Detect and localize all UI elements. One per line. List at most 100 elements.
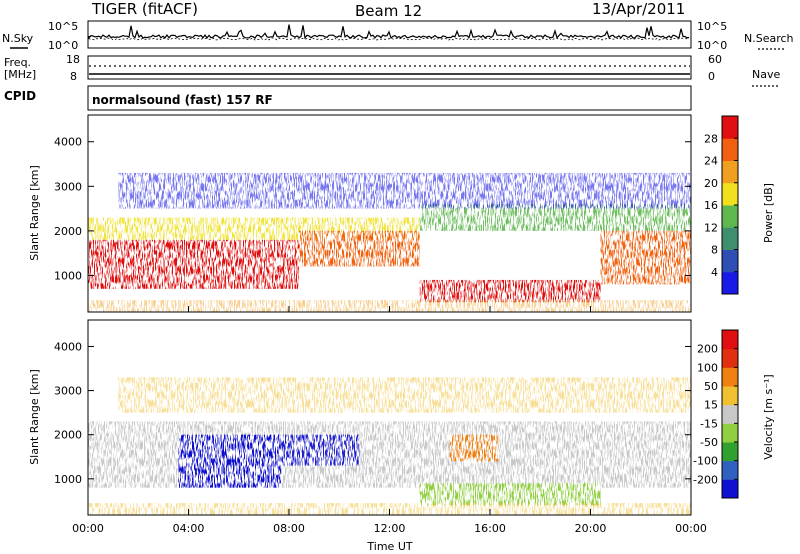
colorbar-swatch: [722, 116, 738, 139]
cpid-panel: CPID normalsound (fast) 157 RF: [4, 85, 692, 111]
cpid-label: CPID: [4, 89, 36, 103]
y-tick-label: 1000: [54, 269, 82, 282]
power-data-layer: [88, 172, 691, 312]
velocity-x-ticks: 00:00 04:00 08:00 12:00 16:00 20:00 00:00: [72, 306, 707, 535]
colorbar-tick-label: 12: [704, 221, 718, 234]
y-tick-label: 3000: [54, 180, 82, 193]
y-tick-label: 4000: [54, 136, 82, 149]
freq-right-tick-bottom: 0: [708, 70, 715, 83]
colorbar-swatch: [722, 182, 738, 206]
colorbar-tick-label: 20: [704, 177, 718, 190]
freq-label-line1: Freq.: [4, 56, 31, 69]
echo-region: [449, 434, 499, 462]
nave-label: Nave: [752, 68, 780, 81]
noise-sky-line: [88, 24, 689, 40]
colorbar-swatch: [722, 249, 738, 273]
colorbar-tick-label: 8: [711, 244, 718, 257]
colorbar-frame: [721, 329, 739, 499]
velocity-y-ticks: 1000 2000 3000 4000: [54, 340, 691, 486]
colorbar-tick-label: 100: [697, 361, 718, 374]
colorbar-tick-label: 24: [704, 155, 718, 168]
cpid-frame: [87, 85, 692, 111]
freq-right-tick-top: 60: [708, 53, 722, 66]
x-tick-label: 08:00: [273, 522, 305, 535]
x-tick-label: 00:00: [72, 522, 104, 535]
y-tick-label: 4000: [54, 340, 82, 353]
beam-title: Beam 12: [355, 2, 422, 20]
y-tick-label: 1000: [54, 473, 82, 486]
echo-region: [299, 230, 420, 267]
echo-region: [118, 377, 691, 413]
echo-region: [118, 172, 691, 209]
colorbar-swatch: [722, 404, 738, 424]
x-tick-label: 00:00: [675, 522, 707, 535]
freq-left-tick-top: 18: [66, 53, 80, 66]
colorbar-tick-label: 16: [704, 199, 718, 212]
noise-panel: N.Sky N.Search 10^5 10^0 10^5 10^0: [2, 20, 794, 52]
x-tick-label: 20:00: [575, 522, 607, 535]
noise-right-tick-top: 10^5: [697, 20, 727, 33]
echo-region: [178, 434, 281, 488]
colorbar-tick-label: -15: [700, 417, 718, 430]
colorbar-swatch: [722, 160, 738, 184]
echo-region: [600, 230, 691, 285]
y-tick-label: 2000: [54, 225, 82, 238]
radar-title: TIGER (fitACF): [91, 0, 198, 18]
echo-region: [419, 483, 601, 506]
noise-left-tick-top: 10^5: [48, 20, 78, 33]
x-tick-label: 16:00: [474, 522, 506, 535]
colorbar-swatch: [722, 386, 738, 406]
noise-right-tick-bottom: 10^0: [697, 39, 727, 52]
nsearch-label: N.Search: [744, 32, 794, 45]
echo-region: [88, 239, 300, 289]
echo-region: [280, 434, 360, 466]
colorbar-swatch: [722, 367, 738, 387]
colorbar-tick-label: 50: [704, 380, 718, 393]
colorbar-swatch: [722, 442, 738, 462]
power-colorbar-label: Power [dB]: [762, 183, 775, 243]
colorbar-tick-label: 28: [704, 132, 718, 145]
nsky-label: N.Sky: [2, 32, 34, 45]
x-axis-label: Time UT: [366, 540, 412, 553]
colorbar-swatch: [722, 271, 738, 295]
cpid-name: normalsound (fast) 157 RF: [92, 93, 273, 107]
echo-region: [88, 299, 691, 312]
colorbar-tick-label: -50: [700, 436, 718, 449]
velocity-colorbar: 200 100 50 15 -15 -50 -100 -200: [693, 329, 739, 499]
freq-left-tick-bottom: 8: [70, 70, 77, 83]
colorbar-swatch: [722, 460, 738, 480]
y-tick-label: 2000: [54, 429, 82, 442]
y-tick-label: 3000: [54, 385, 82, 398]
velocity-ylabel: Slant Range [km]: [28, 369, 41, 465]
date-title: 13/Apr/2011: [592, 0, 685, 18]
power-ylabel: Slant Range [km]: [28, 165, 41, 261]
power-y-ticks: 1000 2000 3000 4000: [54, 136, 691, 282]
colorbar-tick-label: 200: [697, 343, 718, 356]
frequency-panel: Freq. [MHz] 18 8 60 0 Nave: [4, 53, 780, 87]
noise-frame: [87, 20, 692, 49]
colorbar-swatch: [722, 348, 738, 368]
colorbar-swatch: [722, 479, 738, 499]
noise-left-tick-bottom: 10^0: [48, 39, 78, 52]
velocity-data-layer: [88, 377, 691, 515]
colorbar-swatch: [722, 138, 738, 161]
colorbar-tick-label: 4: [711, 266, 718, 279]
power-colorbar: 4 8 12 16 20 24 28: [704, 115, 739, 295]
colorbar-swatch: [722, 205, 738, 228]
colorbar-tick-label: -200: [693, 473, 718, 486]
freq-frame: [87, 55, 692, 80]
echo-region: [419, 279, 601, 303]
noise-search-line: [88, 37, 690, 41]
colorbar-swatch: [722, 330, 738, 350]
power-panel: 1000 2000 3000 4000 Slant Range [km] 4 8 12 16…: [28, 114, 775, 313]
velocity-colorbar-label: Velocity [m s⁻¹]: [762, 374, 775, 459]
colorbar-swatch: [722, 423, 738, 443]
colorbar-tick-label: -100: [693, 455, 718, 468]
colorbar-tick-label: 15: [704, 399, 718, 412]
freq-label-line2: [MHz]: [4, 68, 36, 81]
x-tick-label: 04:00: [173, 522, 205, 535]
x-tick-label: 12:00: [374, 522, 406, 535]
colorbar-swatch: [722, 227, 738, 250]
